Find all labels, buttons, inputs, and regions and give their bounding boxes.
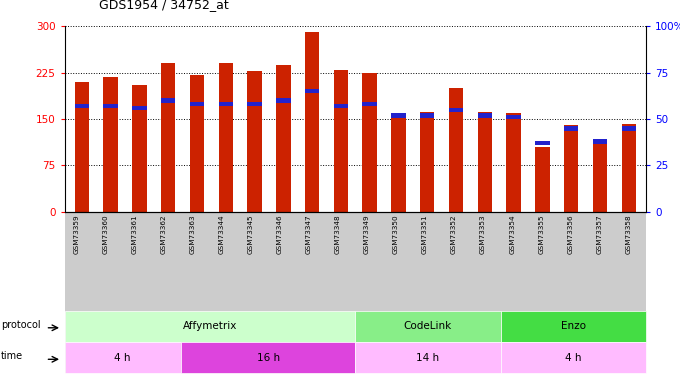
Text: GSM73361: GSM73361 [131,215,137,255]
Bar [75,82,89,212]
Text: Enzo: Enzo [561,321,586,331]
Bar [420,113,435,117]
Text: GSM73348: GSM73348 [335,215,341,255]
Bar [622,124,636,212]
Bar [248,102,262,106]
Bar [477,113,492,117]
Bar [420,112,435,212]
Text: GSM73351: GSM73351 [422,215,428,255]
Bar [218,63,233,212]
Text: 16 h: 16 h [256,353,279,363]
Text: GSM73352: GSM73352 [451,215,457,255]
Bar [391,113,406,212]
Bar [218,102,233,106]
Bar [276,98,290,103]
Text: 4 h: 4 h [565,353,581,363]
Bar [362,73,377,212]
Text: CodeLink: CodeLink [404,321,452,331]
Bar [593,139,607,144]
Text: GSM73355: GSM73355 [539,215,544,255]
Bar [564,126,579,130]
Text: GSM73345: GSM73345 [248,215,254,255]
Text: GSM73350: GSM73350 [393,215,399,255]
Text: GDS1954 / 34752_at: GDS1954 / 34752_at [99,0,228,11]
Bar [132,106,147,110]
Text: GSM73358: GSM73358 [626,215,632,255]
Bar [622,126,636,130]
Text: GSM73359: GSM73359 [73,215,79,255]
Text: Affymetrix: Affymetrix [183,321,237,331]
Text: GSM73354: GSM73354 [509,215,515,255]
Bar [103,77,118,212]
Text: time: time [1,351,23,361]
Text: GSM73346: GSM73346 [277,215,283,255]
Text: GSM73357: GSM73357 [596,215,602,255]
Text: GSM73344: GSM73344 [218,215,224,255]
Bar [161,98,175,103]
Text: GSM73362: GSM73362 [160,215,167,255]
Bar [391,113,406,117]
Bar [507,115,521,119]
Text: protocol: protocol [1,320,41,330]
Bar [161,63,175,212]
Bar [449,88,463,212]
Bar [535,147,549,212]
Bar [593,139,607,212]
Bar [334,70,348,212]
Bar [132,85,147,212]
Text: GSM73356: GSM73356 [567,215,573,255]
Text: GSM73360: GSM73360 [102,215,108,255]
Bar [248,71,262,212]
Bar [334,104,348,108]
Bar [190,75,204,212]
Bar [449,108,463,112]
Bar [477,112,492,212]
Text: 4 h: 4 h [114,353,131,363]
Bar [305,33,320,212]
Bar [564,125,579,212]
Text: GSM73349: GSM73349 [364,215,370,255]
Bar [535,141,549,146]
Bar [362,102,377,106]
Bar [507,113,521,212]
Text: GSM73347: GSM73347 [306,215,311,255]
Bar [305,89,320,93]
Text: GSM73353: GSM73353 [480,215,486,255]
Text: GSM73363: GSM73363 [190,215,195,255]
Bar [75,104,89,108]
Bar [103,104,118,108]
Bar [190,102,204,106]
Bar [276,64,290,212]
Text: 14 h: 14 h [416,353,439,363]
